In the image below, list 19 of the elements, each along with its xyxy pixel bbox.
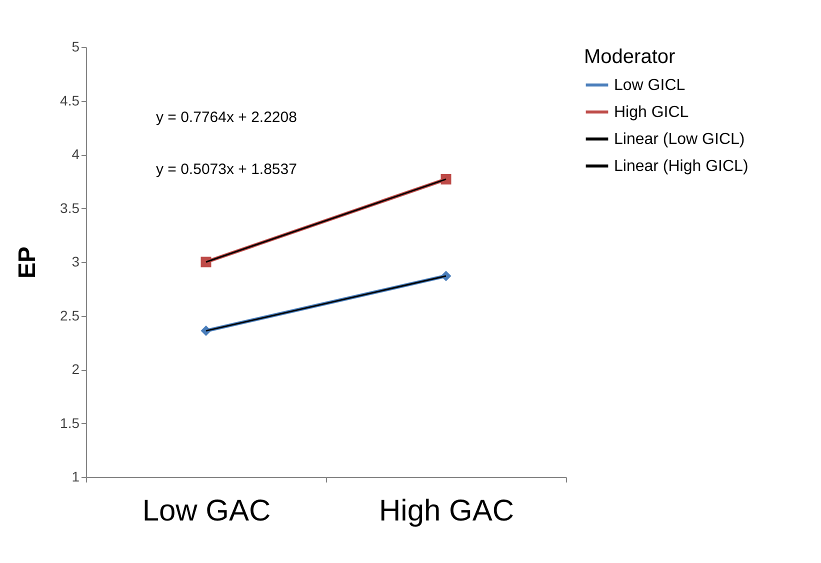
- y-tick-label: 3.5: [60, 200, 80, 216]
- legend-label: Low GICL: [614, 77, 686, 94]
- y-tick-label: 2.5: [60, 307, 80, 324]
- y-tick-label: 1: [72, 468, 80, 484]
- x-tick-label: Low GAC: [142, 494, 271, 528]
- y-tick-label: 1.5: [60, 414, 80, 431]
- legend-label: High GICL: [614, 104, 689, 121]
- legend-title: Moderator: [584, 46, 676, 68]
- legend-label: Linear (Low GICL): [614, 131, 745, 148]
- annotation: y = 0.5073x + 1.8537: [156, 161, 297, 178]
- y-tick-label: 3: [72, 254, 80, 270]
- y-tick-label: 2: [72, 361, 80, 377]
- x-tick-label: High GAC: [378, 494, 514, 528]
- legend-label: Linear (High GICL): [614, 158, 748, 175]
- y-tick-label: 5: [72, 38, 80, 54]
- y-axis-title: EP: [14, 246, 42, 279]
- annotation: y = 0.7764x + 2.2208: [156, 109, 297, 126]
- y-tick-label: 4: [72, 146, 80, 162]
- y-tick-label: 4.5: [60, 92, 80, 108]
